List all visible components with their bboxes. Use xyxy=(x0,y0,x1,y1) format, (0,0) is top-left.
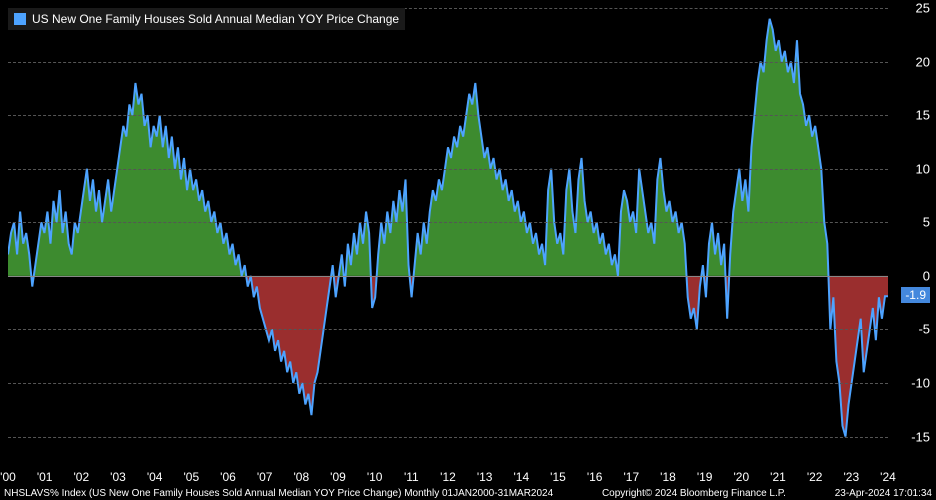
chart-area: -15 -10 -5 0 5 10 15 20 25 '00 '01 '02 '03 '04 '05 '06… xyxy=(0,0,936,500)
x-tick-label: '12 xyxy=(440,470,456,484)
current-value-badge: -1.9 xyxy=(901,287,930,303)
footer-left: NHSLAVS% Index (US New One Family Houses… xyxy=(4,488,553,499)
x-tick-label: '16 xyxy=(587,470,603,484)
x-tick-label: '11 xyxy=(404,470,419,484)
x-tick-label: '00 xyxy=(0,470,16,484)
x-tick-label: '20 xyxy=(734,470,750,484)
y-tick-label: 0 xyxy=(923,268,930,283)
legend-label: US New One Family Houses Sold Annual Med… xyxy=(32,12,399,26)
x-tick-label: '02 xyxy=(74,470,90,484)
y-tick-label: 5 xyxy=(923,215,930,230)
x-tick-label: '03 xyxy=(110,470,126,484)
y-tick-label: 10 xyxy=(916,161,930,176)
footer-center: Copyright© 2024 Bloomberg Finance L.P. xyxy=(602,488,786,499)
x-tick-label: '22 xyxy=(807,470,823,484)
legend-swatch xyxy=(14,13,26,25)
x-axis: '00'01'02'03'04'05'06'07'08'09'10'11'12'… xyxy=(8,470,888,486)
x-tick-label: '14 xyxy=(514,470,530,484)
x-tick-label: '04 xyxy=(147,470,163,484)
x-tick-label: '10 xyxy=(367,470,383,484)
x-tick-label: '17 xyxy=(624,470,640,484)
y-tick-label: -5 xyxy=(918,322,930,337)
x-tick-label: '18 xyxy=(660,470,676,484)
y-tick-label: -15 xyxy=(911,429,930,444)
y-tick-label: 15 xyxy=(916,108,930,123)
y-tick-label: -10 xyxy=(911,376,930,391)
x-tick-label: '07 xyxy=(257,470,273,484)
x-tick-label: '09 xyxy=(330,470,346,484)
x-tick-label: '13 xyxy=(477,470,493,484)
x-tick-label: '05 xyxy=(184,470,200,484)
x-tick-label: '01 xyxy=(37,470,53,484)
x-tick-label: '23 xyxy=(844,470,860,484)
footer: NHSLAVS% Index (US New One Family Houses… xyxy=(0,488,936,499)
x-tick-label: '06 xyxy=(220,470,236,484)
x-tick-label: '24 xyxy=(880,470,896,484)
x-tick-label: '21 xyxy=(770,470,786,484)
footer-right: 23-Apr-2024 17:01:34 xyxy=(835,488,932,499)
x-tick-label: '08 xyxy=(294,470,310,484)
x-tick-label: '19 xyxy=(697,470,713,484)
x-tick-label: '15 xyxy=(550,470,566,484)
legend: US New One Family Houses Sold Annual Med… xyxy=(8,8,405,30)
y-tick-label: 20 xyxy=(916,54,930,69)
y-tick-label: 25 xyxy=(916,1,930,16)
chart-plot xyxy=(8,8,888,458)
current-value: -1.9 xyxy=(905,288,926,302)
